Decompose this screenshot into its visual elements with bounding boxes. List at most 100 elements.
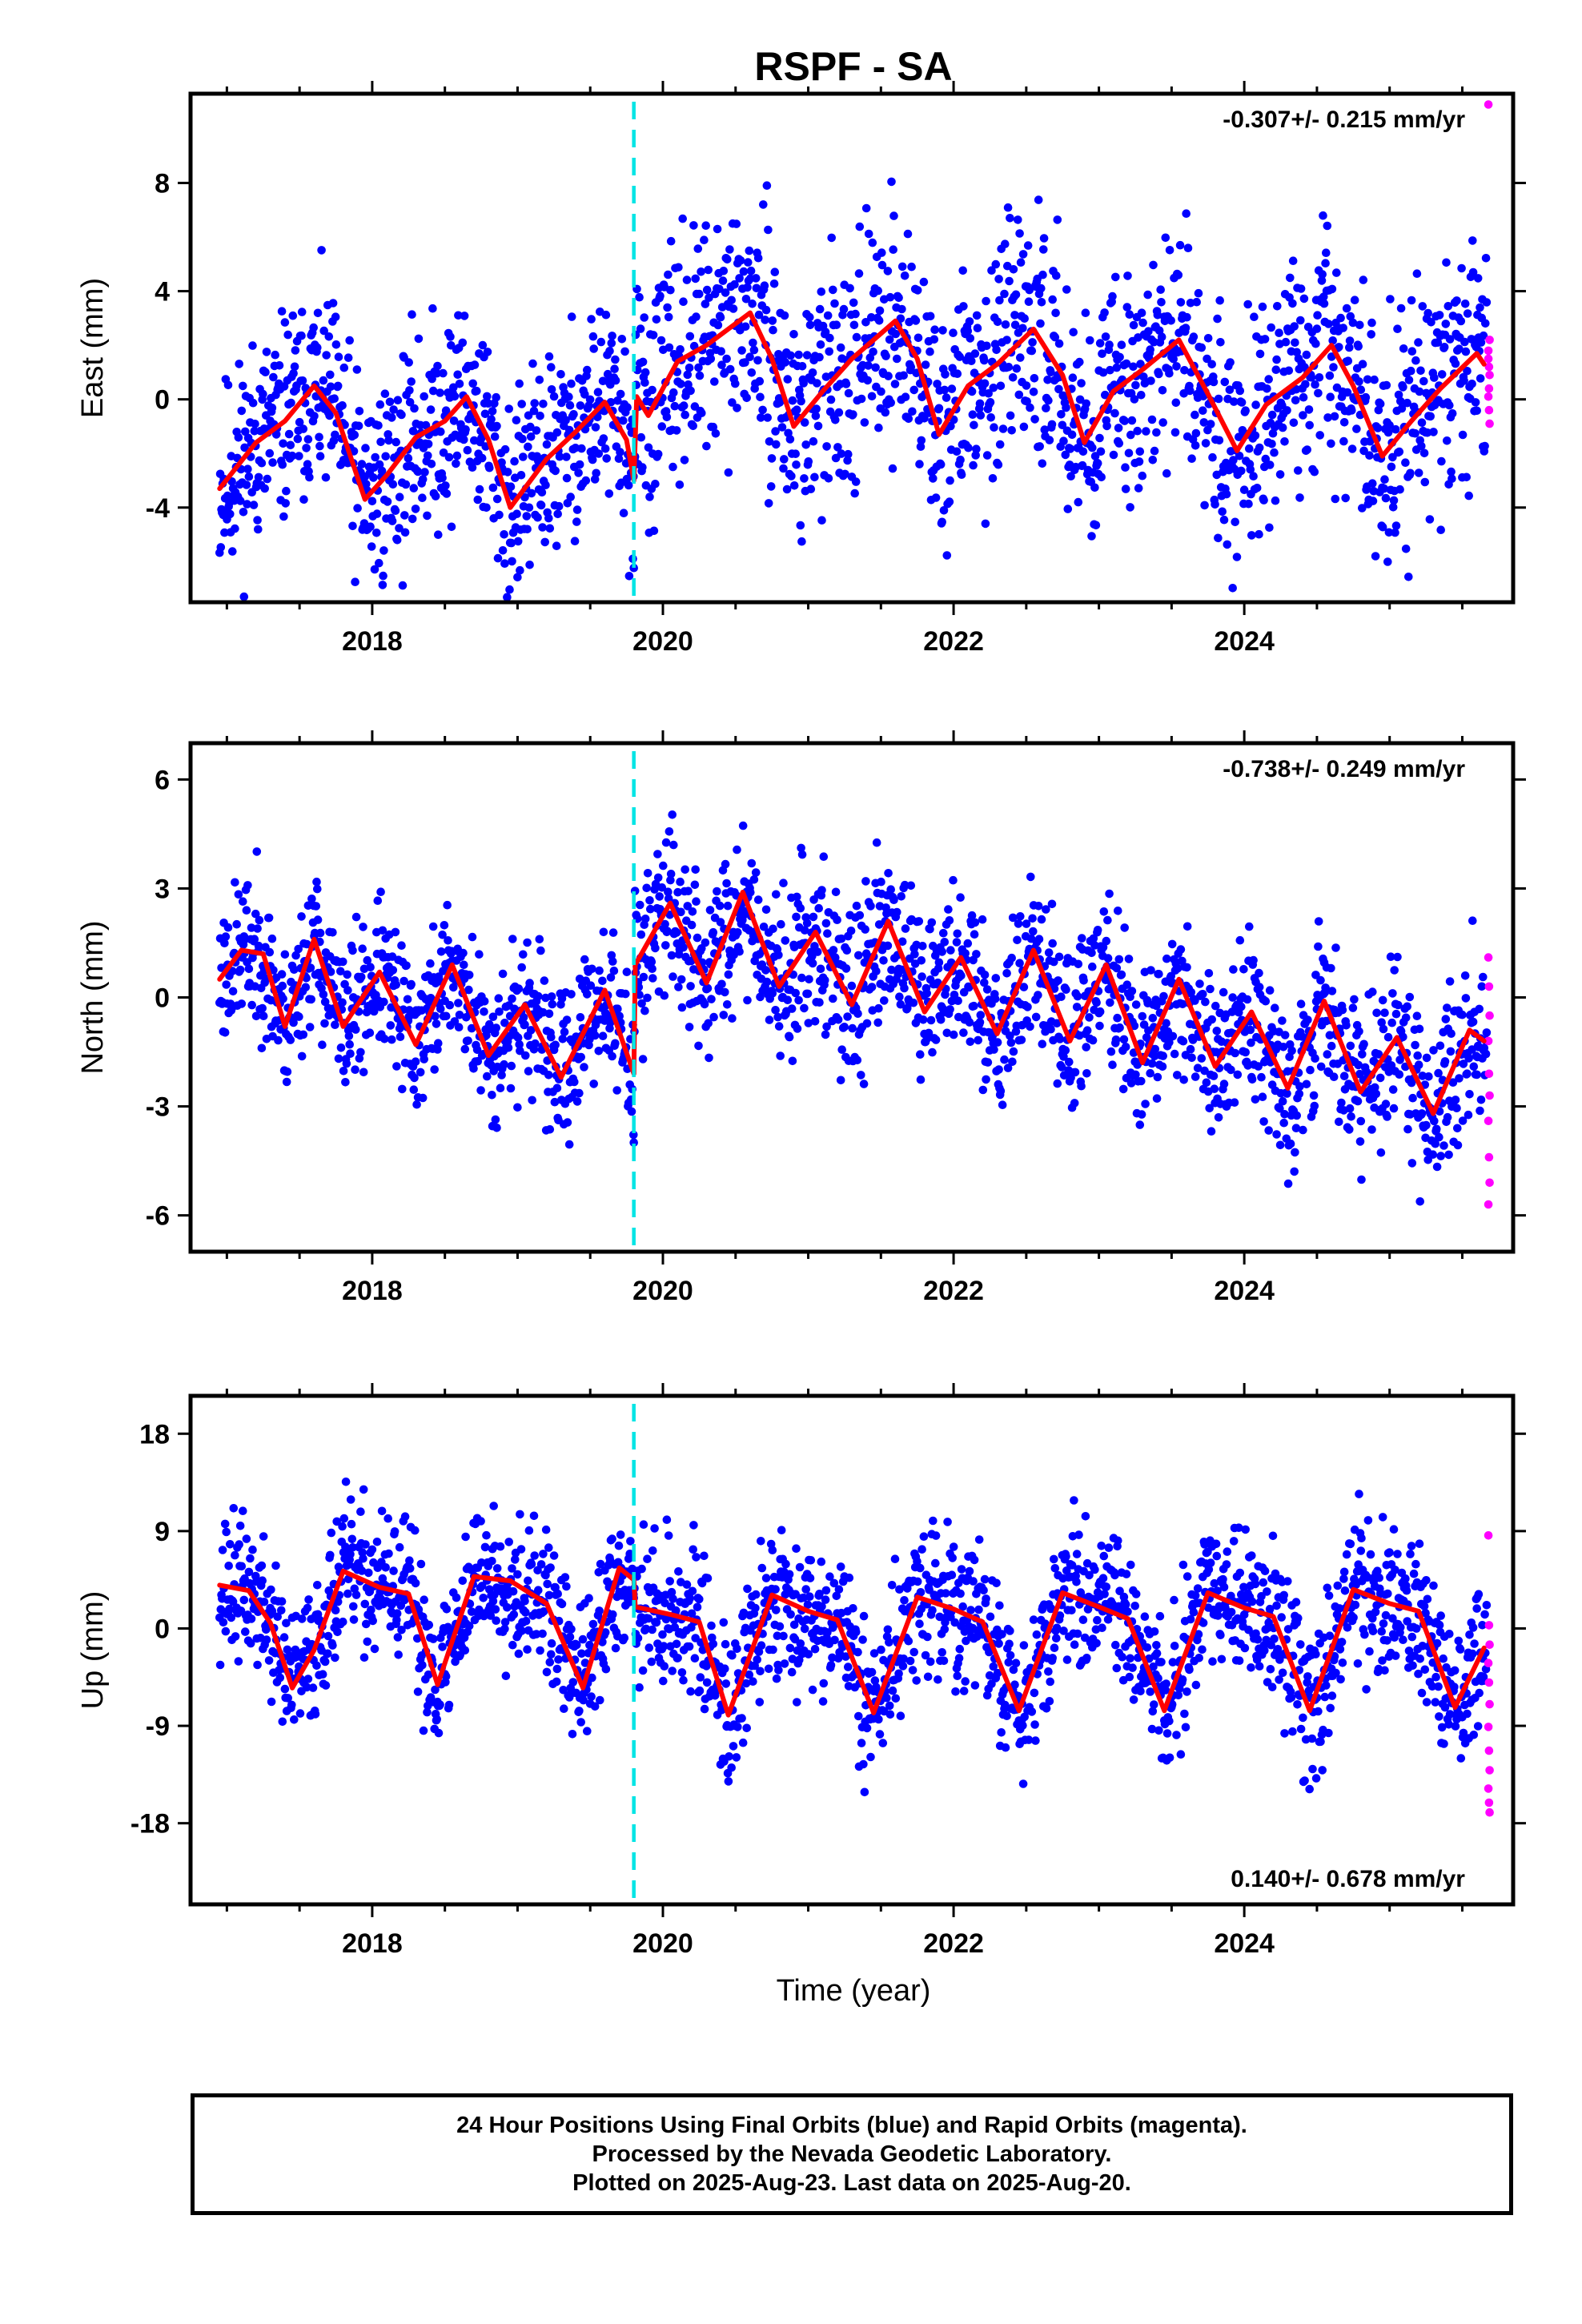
final-orbit-point [1383, 1112, 1391, 1121]
final-orbit-point [715, 284, 724, 294]
final-orbit-point [1249, 955, 1258, 965]
final-orbit-point [376, 437, 385, 447]
final-orbit-point [449, 383, 458, 392]
final-orbit-point [1268, 428, 1278, 438]
final-orbit-point [428, 304, 437, 313]
final-orbit-point [544, 513, 553, 523]
final-orbit-point [241, 427, 250, 436]
final-orbit-point [607, 339, 616, 348]
final-orbit-point [305, 1023, 315, 1031]
final-orbit-point [906, 363, 916, 372]
final-orbit-point [1278, 423, 1287, 432]
final-orbit-point [494, 994, 504, 1003]
final-orbit-point [1006, 214, 1014, 223]
final-orbit-point [1194, 288, 1203, 298]
final-orbit-point [391, 980, 401, 989]
final-orbit-point [1316, 1062, 1326, 1072]
final-orbit-point [356, 972, 366, 982]
final-orbit-point [674, 983, 683, 991]
final-orbit-point [244, 472, 254, 481]
final-orbit-point [606, 973, 616, 982]
final-orbit-point [837, 934, 846, 943]
final-orbit-point [1463, 367, 1472, 376]
final-orbit-point [588, 1673, 596, 1683]
final-orbit-point [424, 451, 432, 460]
final-orbit-point [1091, 521, 1101, 530]
final-orbit-point [326, 1550, 335, 1560]
final-orbit-point [1211, 500, 1219, 509]
final-orbit-point [391, 927, 400, 937]
final-orbit-point [953, 929, 962, 939]
final-orbit-point [1121, 1043, 1130, 1051]
final-orbit-point [418, 475, 428, 484]
final-orbit-point [309, 323, 319, 332]
final-orbit-point [1157, 298, 1166, 307]
final-orbit-point [710, 377, 719, 386]
final-orbit-point [1079, 976, 1088, 985]
final-orbit-point [442, 1605, 452, 1614]
final-orbit-point [321, 472, 331, 482]
final-orbit-point [402, 961, 411, 970]
final-orbit-point [1328, 336, 1337, 345]
final-orbit-point [1142, 427, 1150, 436]
final-orbit-point [1324, 320, 1333, 328]
final-orbit-point [1327, 439, 1335, 448]
final-orbit-point [338, 1522, 347, 1531]
final-orbit-point [775, 398, 785, 407]
final-orbit-point [646, 904, 655, 914]
final-orbit-point [1051, 308, 1060, 318]
final-orbit-point [565, 400, 575, 410]
final-orbit-point [963, 326, 973, 336]
final-orbit-point [351, 1025, 360, 1034]
final-orbit-point [548, 999, 557, 1009]
final-orbit-point [271, 430, 281, 439]
final-orbit-point [391, 506, 400, 515]
final-orbit-point [1120, 416, 1129, 425]
final-orbit-point [636, 930, 646, 939]
final-orbit-point [581, 476, 591, 485]
final-orbit-point [908, 407, 917, 416]
final-orbit-point [1441, 320, 1451, 328]
final-orbit-point [926, 1015, 936, 1025]
final-orbit-point [491, 1115, 500, 1124]
final-orbit-point [359, 1068, 368, 1077]
final-orbit-point [1114, 907, 1122, 915]
final-orbit-point [889, 245, 897, 255]
final-orbit-point [890, 380, 900, 388]
final-orbit-point [222, 1527, 231, 1537]
final-orbit-point [880, 996, 889, 1005]
final-orbit-point [1059, 436, 1068, 445]
final-orbit-point [1016, 258, 1026, 267]
final-orbit-point [290, 1715, 299, 1724]
final-orbit-point [854, 269, 864, 278]
final-orbit-point [861, 925, 869, 934]
final-orbit-point [1377, 1018, 1386, 1027]
final-orbit-point [315, 452, 325, 460]
final-orbit-point [1275, 470, 1285, 479]
final-orbit-point [410, 1073, 419, 1083]
final-orbit-point [1291, 396, 1300, 405]
final-orbit-point [1405, 992, 1415, 1002]
final-orbit-point [515, 1039, 524, 1049]
final-orbit-point [1468, 380, 1476, 388]
final-orbit-point [475, 485, 484, 494]
final-orbit-point [722, 354, 731, 364]
final-orbit-point [326, 382, 335, 392]
final-orbit-point [764, 225, 773, 235]
final-orbit-point [1191, 996, 1199, 1005]
final-orbit-point [226, 1540, 235, 1549]
final-orbit-point [408, 514, 417, 524]
final-orbit-point [1158, 386, 1167, 395]
final-orbit-point [372, 529, 381, 537]
final-orbit-point [1170, 1049, 1179, 1059]
final-orbit-point [686, 386, 695, 396]
final-orbit-point [1341, 493, 1350, 503]
final-orbit-point [311, 902, 321, 911]
final-orbit-point [1228, 584, 1237, 593]
final-orbit-point [517, 400, 526, 408]
final-orbit-point [506, 1084, 516, 1093]
final-orbit-point [313, 884, 322, 894]
final-orbit-point [596, 1695, 604, 1705]
final-orbit-point [572, 1640, 581, 1650]
final-orbit-point [980, 978, 989, 987]
